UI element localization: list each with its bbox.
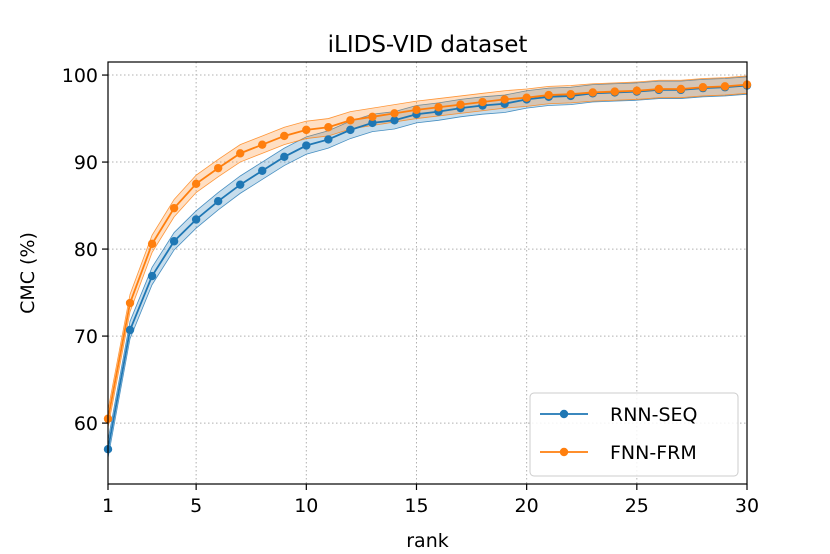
data-point (390, 109, 399, 118)
data-point (280, 131, 289, 141)
data-point (346, 116, 355, 125)
data-point (412, 105, 421, 115)
y-tick-label: 60 (74, 413, 98, 435)
data-point (698, 83, 708, 92)
data-point (191, 215, 201, 224)
y-axis-title: CMC (%) (17, 232, 39, 314)
data-point (147, 239, 157, 249)
data-point (258, 166, 267, 175)
data-point (280, 152, 289, 162)
x-tick-label: 1 (102, 495, 114, 517)
data-point (654, 84, 664, 94)
data-point (147, 271, 157, 281)
axes (107, 61, 748, 485)
data-point (522, 93, 531, 102)
data-point (676, 84, 686, 94)
y-tick-label: 90 (74, 152, 98, 174)
data-point (500, 95, 509, 104)
data-point (632, 86, 642, 95)
data-point (169, 203, 179, 213)
data-point (324, 135, 333, 144)
data-point (236, 149, 245, 158)
y-tick-label: 100 (62, 65, 98, 87)
data-point (368, 112, 377, 122)
y-tick-label: 80 (74, 239, 98, 261)
legend-label: FNN-FRM (610, 442, 697, 464)
data-point (213, 163, 223, 173)
y-tick-label: 70 (74, 326, 98, 348)
data-point (720, 82, 730, 91)
data-point (346, 125, 355, 135)
data-point (191, 179, 201, 189)
legend-marker (559, 409, 569, 419)
data-point (544, 90, 553, 100)
data-point (566, 89, 575, 99)
series-lines (103, 80, 752, 454)
data-point (368, 118, 377, 128)
x-axis-title: rank (406, 530, 449, 552)
x-tick-label: 30 (735, 495, 759, 517)
data-point (324, 123, 333, 132)
data-point (588, 88, 597, 97)
data-point (302, 141, 311, 150)
data-point (610, 87, 619, 96)
data-point (478, 97, 487, 107)
data-point (169, 237, 179, 246)
x-tick-label: 20 (515, 495, 539, 517)
legend-marker (559, 447, 569, 457)
x-tick-label: 25 (625, 495, 649, 517)
x-tick-label: 5 (190, 495, 202, 517)
data-point (302, 125, 311, 135)
data-point (434, 103, 443, 112)
data-point (236, 180, 245, 189)
x-tick-label: 15 (404, 495, 428, 517)
chart-title: iLIDS-VID dataset (328, 32, 528, 58)
x-tick-label: 10 (294, 495, 318, 517)
data-point (258, 140, 267, 149)
plot-frame (107, 61, 748, 485)
data-point (125, 325, 135, 335)
data-point (456, 100, 465, 109)
data-point (125, 298, 135, 308)
data-point (390, 116, 399, 125)
legend: RNN-SEQ FNN-FRM (529, 392, 739, 477)
data-point (213, 197, 223, 206)
legend-label: RNN-SEQ (610, 404, 698, 426)
